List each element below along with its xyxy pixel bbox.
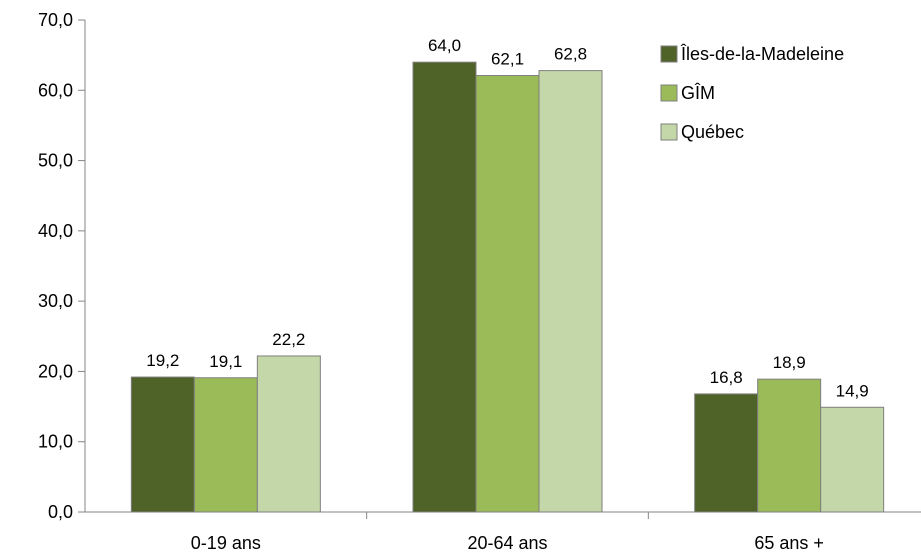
x-category-label: 0-19 ans: [191, 533, 261, 553]
y-tick-label: 0,0: [48, 502, 73, 522]
x-category-label: 20-64 ans: [467, 533, 547, 553]
data-label: 64,0: [428, 36, 461, 55]
bar: [757, 378, 822, 513]
y-tick-label: 30,0: [38, 291, 73, 311]
data-label: 62,1: [491, 50, 524, 69]
y-tick-label: 40,0: [38, 221, 73, 241]
legend-swatch: [660, 123, 678, 141]
data-label: 16,8: [710, 368, 743, 387]
legend: Îles-de-la-Madeleine GÎM Québec: [660, 44, 844, 142]
data-label: 14,9: [836, 381, 869, 400]
bar: [412, 61, 477, 513]
legend-label: Îles-de-la-Madeleine: [680, 44, 844, 64]
legend-label: GÎM: [681, 83, 715, 103]
legend-swatch: [660, 45, 678, 63]
bars: [130, 61, 885, 513]
y-tick-label: 70,0: [38, 10, 73, 30]
y-tick-label: 10,0: [38, 432, 73, 452]
data-label: 19,2: [146, 351, 179, 370]
bar: [256, 355, 321, 513]
x-category-label: 65 ans +: [754, 533, 824, 553]
bar: [193, 377, 258, 513]
data-label: 62,8: [554, 45, 587, 64]
data-label: 22,2: [272, 330, 305, 349]
x-axis: 0-19 ans 20-64 ans 65 ans +: [85, 511, 921, 553]
legend-label: Québec: [681, 122, 744, 142]
y-tick-label: 20,0: [38, 361, 73, 381]
y-tick-label: 50,0: [38, 151, 73, 171]
bar: [538, 70, 603, 513]
data-labels: 19,2 19,1 22,2 64,0 62,1 62,8 16,8 18,9 14,9: [146, 36, 868, 400]
bar: [694, 393, 759, 513]
y-tick-label: 60,0: [38, 80, 73, 100]
y-axis: 0,0 10,0 20,0 30,0 40,0 50,0 60,0 70,0: [38, 10, 86, 522]
bar: [475, 75, 540, 513]
bar: [820, 406, 885, 513]
data-label: 18,9: [773, 353, 806, 372]
bar: [130, 376, 195, 513]
data-label: 19,1: [209, 352, 242, 371]
legend-swatch: [660, 84, 678, 102]
